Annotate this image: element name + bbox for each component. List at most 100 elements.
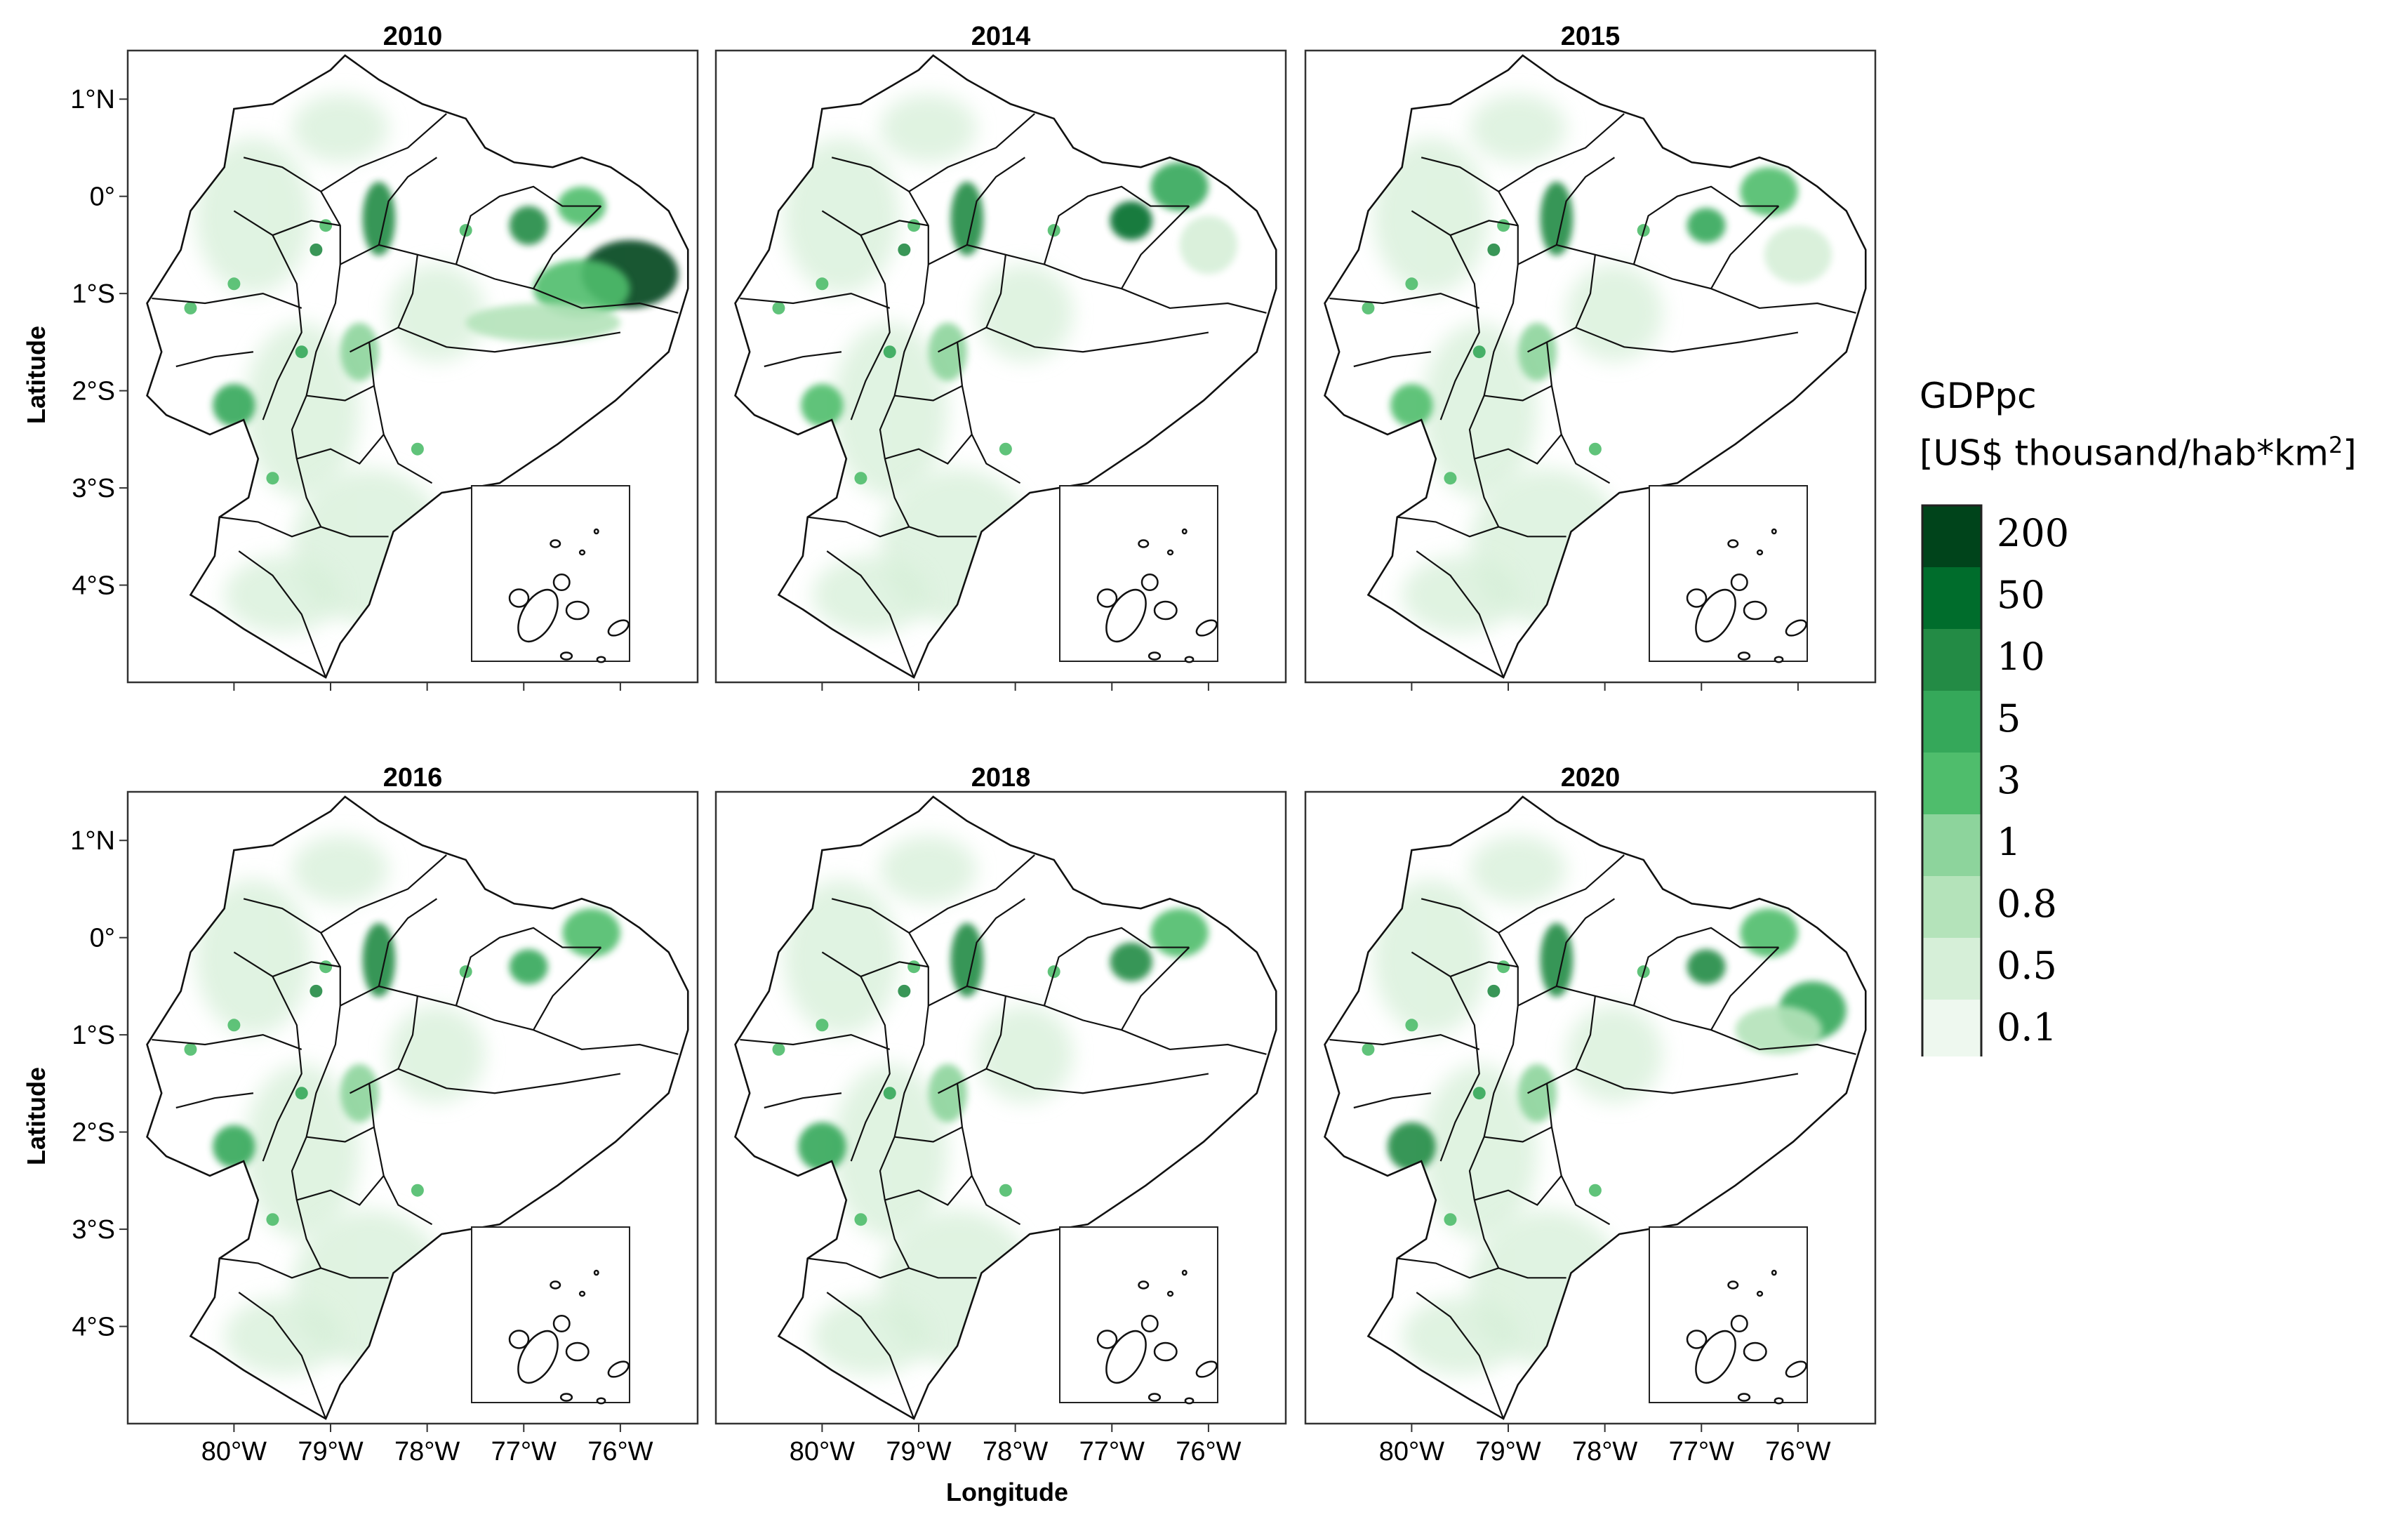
gdp-hotspot <box>1150 162 1209 211</box>
island-outline <box>1166 1290 1174 1297</box>
gdp-dot <box>883 1087 896 1100</box>
province-border <box>1416 550 1505 678</box>
gdp-hotspot <box>1390 383 1433 427</box>
province-border <box>1121 946 1190 1031</box>
legend-title-line1: GDPpc <box>1920 376 2037 416</box>
gdp-hotspot <box>950 181 984 256</box>
gdp-hotspot <box>928 322 967 381</box>
island-outline <box>596 1397 606 1405</box>
legend-swatch-0.8 <box>1922 876 1981 938</box>
province-border <box>831 854 1035 934</box>
island-outline <box>1148 1393 1162 1402</box>
province-border <box>238 550 327 678</box>
gdp-dot <box>854 1213 867 1226</box>
gdp-dot <box>816 1019 829 1032</box>
gdp-wash <box>291 94 389 163</box>
province-border <box>350 254 418 353</box>
province-border <box>152 1034 302 1050</box>
panel-title: 2015 <box>1561 22 1621 51</box>
gdp-dot <box>898 984 911 998</box>
gdp-hotspot <box>1740 908 1798 958</box>
gdp-dot <box>295 345 308 359</box>
province-border <box>455 927 601 1006</box>
province-border <box>966 157 1026 246</box>
gdp-hotspot <box>950 922 984 998</box>
province-border <box>826 550 915 678</box>
island-outline <box>552 574 571 591</box>
province-border <box>826 1292 915 1419</box>
x-tick-label: 77°W <box>1669 1437 1734 1466</box>
island-outline <box>1184 1397 1195 1405</box>
province-border <box>1632 927 1779 1006</box>
gdp-dot <box>184 301 197 314</box>
island-outline <box>593 1269 599 1276</box>
island-outline <box>550 539 561 548</box>
gdp-dot <box>1405 277 1418 291</box>
province-border <box>368 342 433 484</box>
gdp-hotspot <box>1740 167 1798 216</box>
legend-swatch-0.1 <box>1922 1000 1981 1056</box>
gdp-wash <box>1402 556 1518 634</box>
gdp-wash <box>1469 94 1566 163</box>
island-outline <box>1774 656 1784 663</box>
province-border <box>894 1126 963 1143</box>
province-border <box>296 1175 385 1206</box>
panel-title: 2010 <box>383 22 443 51</box>
y-tick-label: 3°S <box>72 474 115 503</box>
province-border <box>1555 898 1616 987</box>
province-border <box>533 946 602 1031</box>
island-outline <box>1686 1330 1708 1349</box>
province-border <box>1411 951 1480 1162</box>
gdp-hotspot <box>562 908 620 958</box>
province-border <box>879 932 929 1200</box>
gdp-dot <box>295 1087 308 1100</box>
gdp-dot <box>310 984 323 998</box>
galapagos-inset <box>471 485 630 662</box>
legend-label-3: 3 <box>1997 758 2021 802</box>
province-border <box>233 951 302 1162</box>
island-outline <box>508 1330 530 1349</box>
gdp-dot <box>907 219 921 232</box>
province-border <box>1555 157 1616 246</box>
gdp-hotspot <box>1687 949 1726 985</box>
province-border <box>740 293 891 309</box>
gdp-hotspot <box>465 303 620 343</box>
island-outline <box>550 1280 561 1290</box>
x-tick-label: 79°W <box>886 1437 951 1466</box>
gdp-wash <box>879 94 977 163</box>
island-outline <box>1181 1269 1188 1276</box>
x-tick-label: 78°W <box>1572 1437 1637 1466</box>
legend-swatch-50 <box>1922 567 1981 629</box>
province-border <box>272 961 340 978</box>
island-outline <box>1138 1280 1150 1290</box>
gdp-wash <box>812 556 929 634</box>
province-border <box>1575 1068 1799 1094</box>
island-outline <box>1153 600 1178 621</box>
gdp-dot <box>1497 960 1510 974</box>
island-outline <box>596 656 606 663</box>
gdp-wash <box>976 264 1074 362</box>
gdp-shading <box>735 55 1277 678</box>
gdp-wash <box>812 1297 929 1375</box>
island-outline <box>1727 1280 1739 1290</box>
galapagos-inset <box>1649 485 1808 662</box>
province-border <box>1710 205 1780 289</box>
gdp-hotspot <box>1110 942 1153 982</box>
island-outline <box>565 600 590 621</box>
island-outline <box>1743 600 1767 621</box>
province-border <box>1043 927 1190 1006</box>
island-outline <box>1730 574 1748 591</box>
island-outline <box>607 619 630 637</box>
province-border <box>1632 185 1779 265</box>
province-border <box>1043 185 1190 265</box>
x-tick-label: 77°W <box>491 1437 557 1466</box>
province-border <box>1484 1126 1552 1143</box>
province-border <box>233 210 302 420</box>
province-border <box>1575 326 1799 353</box>
gdp-dot <box>854 472 867 485</box>
island-outline <box>1730 1315 1748 1332</box>
gdp-dot <box>319 960 333 974</box>
legend-label-1: 1 <box>1997 820 2021 864</box>
gdp-shading <box>1324 55 1866 678</box>
province-border <box>340 244 679 314</box>
